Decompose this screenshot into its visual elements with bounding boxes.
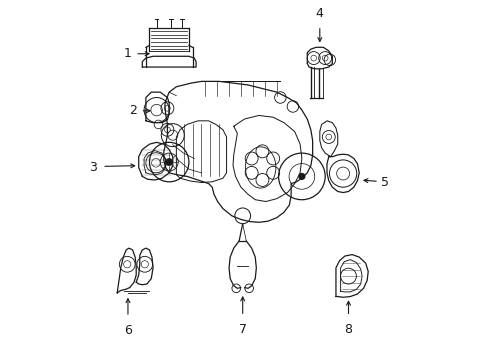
Text: 2: 2 — [129, 104, 137, 117]
Circle shape — [298, 173, 305, 180]
Text: 8: 8 — [344, 323, 352, 337]
Circle shape — [165, 158, 172, 166]
Text: 6: 6 — [124, 324, 132, 337]
Text: 1: 1 — [123, 47, 131, 60]
Text: 5: 5 — [381, 176, 389, 189]
Text: 7: 7 — [238, 323, 246, 337]
Text: 4: 4 — [315, 8, 323, 21]
Text: 3: 3 — [89, 161, 97, 174]
